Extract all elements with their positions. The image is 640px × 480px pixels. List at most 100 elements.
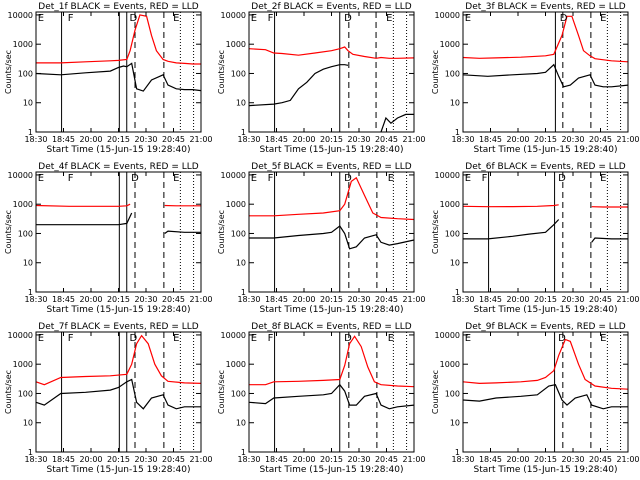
phase-marker: F — [482, 173, 488, 184]
y-tick-label: 1000 — [226, 360, 246, 369]
x-tick-label: 21:00 — [616, 295, 639, 304]
x-axis-label: Start Time (15-Jun-15 19:28:40) — [47, 305, 191, 315]
x-tick-label: 20:45 — [589, 455, 612, 464]
plot-frame — [248, 331, 415, 453]
phase-marker: F — [68, 13, 74, 24]
lld-series-line — [249, 335, 415, 388]
y-axis-label: Counts/sec — [431, 210, 440, 254]
y-tick-label: 100 — [231, 69, 246, 78]
y-tick-label: 10 — [450, 259, 460, 268]
x-tick-label: 20:15 — [107, 295, 130, 304]
lld-series-line — [35, 203, 131, 207]
x-tick-label: 20:30 — [561, 135, 584, 144]
y-tick-label: 10000 — [435, 171, 460, 180]
x-tick-label: 20:00 — [506, 295, 529, 304]
y-tick-label: 1 — [28, 288, 33, 297]
x-tick-label: 21:00 — [616, 135, 639, 144]
y-tick-label: 100 — [445, 389, 460, 398]
events-series-line — [164, 230, 201, 234]
plot-frame — [248, 11, 415, 133]
x-tick-label: 20:30 — [561, 455, 584, 464]
phase-marker: E — [173, 13, 179, 24]
x-tick-label: 18:45 — [265, 455, 288, 464]
x-tick-label: 18:30 — [451, 295, 474, 304]
panel-title: Det_8f BLACK = Events, RED = LLD — [251, 322, 411, 332]
y-tick-label: 100 — [18, 389, 33, 398]
phase-marker: F — [268, 333, 274, 344]
events-series-line — [462, 63, 629, 88]
x-tick-label: 20:30 — [134, 295, 157, 304]
plot-frame — [462, 331, 629, 453]
phase-marker: E — [600, 333, 606, 344]
phase-marker: F — [268, 13, 274, 24]
phase-marker: E — [38, 13, 44, 24]
x-tick-label: 20:00 — [79, 135, 102, 144]
x-tick-label: 21:00 — [402, 455, 425, 464]
panel-title: Det_9f BLACK = Events, RED = LLD — [465, 322, 625, 332]
y-tick-label: 10 — [23, 259, 33, 268]
y-tick-label: 1 — [241, 128, 246, 137]
y-tick-label: 100 — [231, 389, 246, 398]
events-series-line — [380, 113, 414, 133]
x-tick-label: 21:00 — [616, 455, 639, 464]
y-tick-label: 1000 — [13, 360, 33, 369]
lld-series-line — [462, 338, 629, 390]
lld-series-line — [36, 14, 201, 65]
x-tick-label: 21:00 — [189, 455, 212, 464]
x-tick-label: 20:00 — [292, 455, 315, 464]
phase-marker: E — [388, 173, 394, 184]
y-axis-label: Counts/sec — [4, 50, 13, 94]
phase-marker: E — [465, 13, 471, 24]
x-tick-label: 20:00 — [79, 455, 102, 464]
events-series-line — [248, 64, 349, 107]
x-tick-label: 20:00 — [506, 455, 529, 464]
panel-title: Det_6f BLACK = Events, RED = LLD — [465, 162, 625, 172]
x-tick-label: 20:15 — [534, 455, 557, 464]
phase-marker: D — [344, 173, 352, 184]
y-tick-label: 1 — [455, 128, 460, 137]
x-tick-label: 18:30 — [24, 455, 47, 464]
x-tick-label: 18:30 — [451, 135, 474, 144]
y-tick-label: 10 — [23, 99, 33, 108]
y-tick-label: 10000 — [435, 331, 460, 340]
y-tick-label: 10 — [236, 259, 246, 268]
x-tick-label: 20:00 — [506, 135, 529, 144]
x-tick-label: 20:30 — [347, 455, 370, 464]
x-tick-label: 21:00 — [402, 135, 425, 144]
phase-marker: E — [600, 173, 606, 184]
x-tick-label: 20:15 — [107, 455, 130, 464]
phase-marker: E — [600, 13, 606, 24]
events-series-line — [35, 378, 201, 410]
plot-frame — [35, 331, 202, 453]
phase-marker: D — [560, 13, 568, 24]
y-tick-label: 100 — [445, 229, 460, 238]
x-tick-label: 18:45 — [52, 135, 75, 144]
y-tick-label: 10000 — [8, 331, 33, 340]
x-tick-label: 21:00 — [189, 295, 212, 304]
x-tick-label: 18:45 — [479, 295, 502, 304]
lld-series-line — [35, 334, 202, 386]
panel-title: Det_1f BLACK = Events, RED = LLD — [38, 2, 198, 12]
plot-frame — [35, 11, 202, 133]
lld-series-line — [462, 15, 629, 63]
x-tick-label: 18:30 — [24, 295, 47, 304]
phase-marker: F — [68, 173, 74, 184]
phase-marker: E — [173, 173, 179, 184]
x-tick-label: 20:15 — [320, 135, 343, 144]
y-tick-label: 1000 — [440, 360, 460, 369]
x-tick-label: 18:30 — [24, 135, 47, 144]
x-tick-label: 20:45 — [375, 295, 398, 304]
y-axis-label: Counts/sec — [4, 370, 13, 414]
y-tick-label: 10 — [23, 419, 33, 428]
y-tick-label: 100 — [445, 69, 460, 78]
y-axis-label: Counts/sec — [217, 370, 226, 414]
x-tick-label: 18:45 — [265, 295, 288, 304]
x-tick-label: 18:30 — [237, 455, 260, 464]
phase-marker: E — [251, 333, 257, 344]
x-tick-label: 20:30 — [134, 455, 157, 464]
